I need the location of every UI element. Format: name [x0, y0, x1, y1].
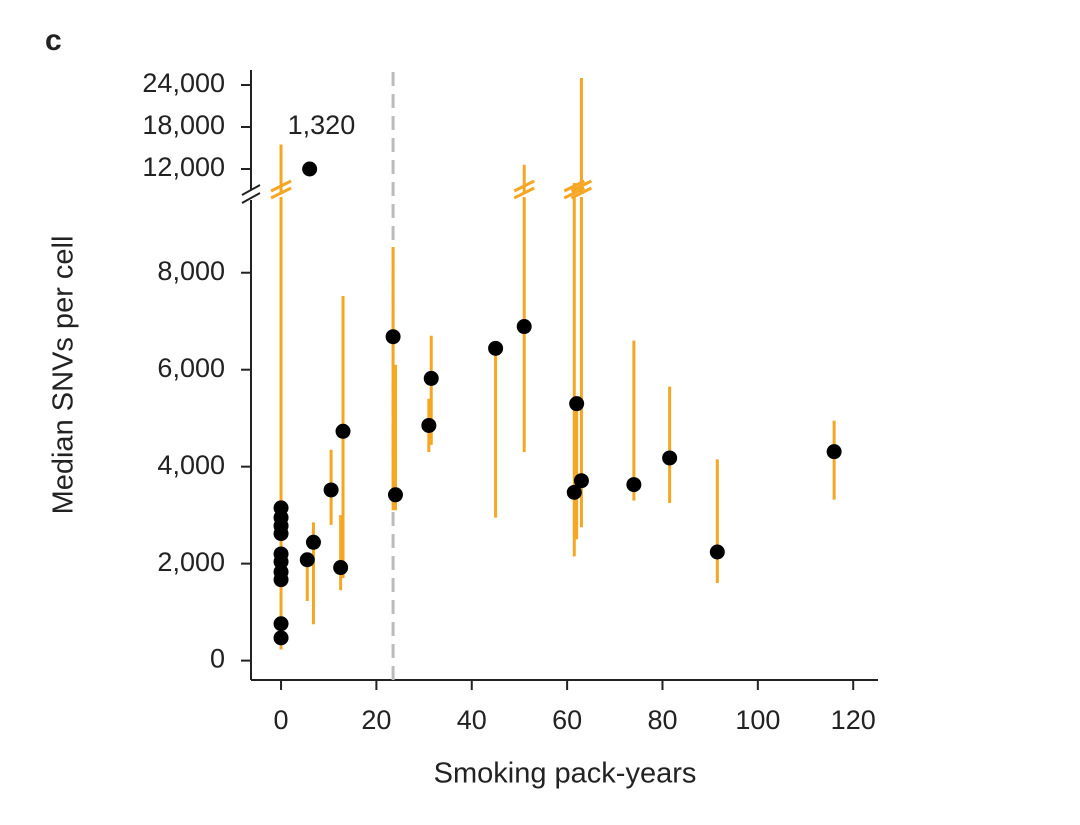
x-tick-label: 100	[735, 705, 780, 735]
x-tick-label: 120	[831, 705, 876, 735]
point	[709, 544, 725, 560]
range-break	[513, 179, 535, 200]
point	[516, 319, 532, 335]
point	[302, 161, 318, 177]
y-tick-label: 0	[210, 644, 225, 674]
range-break	[570, 179, 593, 200]
point	[305, 534, 321, 550]
y-tick-label: 4,000	[157, 450, 225, 480]
point	[423, 370, 439, 386]
point	[299, 552, 315, 568]
point	[566, 484, 582, 500]
x-tick-label: 0	[274, 705, 289, 735]
y-tick-label: 8,000	[157, 256, 225, 286]
x-tick-label: 40	[457, 705, 487, 735]
y-tick-label: 18,000	[142, 110, 225, 140]
point	[826, 444, 842, 460]
point	[662, 450, 678, 466]
point	[335, 423, 351, 439]
point	[626, 477, 642, 493]
x-axis-label: Smoking pack-years	[434, 758, 697, 790]
y-tick-label: 6,000	[157, 353, 225, 383]
y-axis-label: Median SNVs per cell	[48, 236, 80, 515]
annotation: 1,320	[288, 110, 356, 140]
point	[323, 482, 339, 498]
point	[273, 572, 289, 588]
point	[273, 630, 289, 646]
point	[488, 340, 504, 356]
y-tick-label: 24,000	[142, 68, 225, 98]
axis-break	[241, 184, 261, 204]
point	[273, 526, 289, 542]
x-tick-label: 60	[552, 705, 582, 735]
panel-label: c	[45, 24, 62, 57]
point	[387, 487, 403, 503]
y-tick-label: 2,000	[157, 547, 225, 577]
point	[421, 417, 437, 433]
point	[333, 560, 349, 576]
point	[273, 616, 289, 632]
point	[573, 473, 589, 489]
x-tick-label: 20	[361, 705, 391, 735]
y-tick-label: 12,000	[142, 152, 225, 182]
range-break	[270, 179, 292, 200]
x-tick-label: 80	[647, 705, 677, 735]
point	[385, 329, 401, 345]
point	[569, 396, 585, 412]
